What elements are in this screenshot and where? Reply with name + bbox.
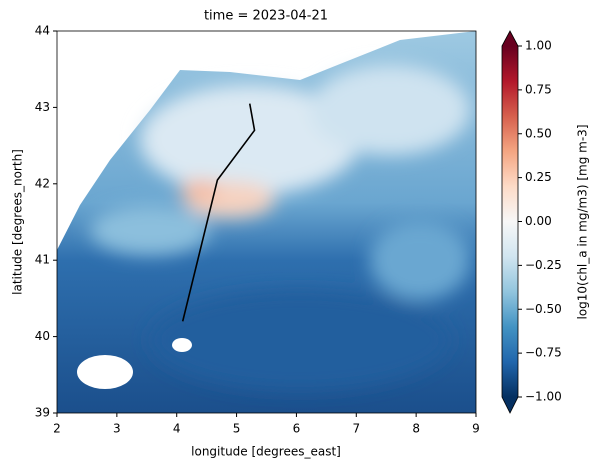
island <box>172 338 192 352</box>
colorbar-tick-label: 0.50 <box>525 126 552 140</box>
y-tick-label: 39 <box>35 406 50 420</box>
x-axis-label: longitude [degrees_east] <box>191 445 341 459</box>
colorbar <box>502 46 518 397</box>
y-tick-label: 41 <box>35 253 50 267</box>
colorbar-tick-label: 1.00 <box>525 39 552 53</box>
colorbar-tick-label: 0.00 <box>525 214 552 228</box>
x-tick-label: 2 <box>53 422 61 436</box>
x-tick-label: 7 <box>352 422 360 436</box>
x-tick-label: 5 <box>233 422 241 436</box>
x-tick-label: 8 <box>412 422 420 436</box>
colorbar-extend <box>502 31 518 46</box>
x-tick-label: 9 <box>472 422 480 436</box>
island <box>77 355 133 389</box>
colorbar-tick-label: −0.25 <box>525 258 562 272</box>
raster-texture <box>90 65 470 390</box>
colorbar-tick-label: 0.25 <box>525 170 552 184</box>
colorbar-tick-label: −0.75 <box>525 346 562 360</box>
plot-frame <box>56 30 477 414</box>
y-tick-label: 40 <box>35 329 50 343</box>
x-tick-label: 4 <box>173 422 181 436</box>
colorbar-tick-label: 0.75 <box>525 82 552 96</box>
y-axis-label: latitude [degrees_north] <box>11 149 25 295</box>
chart-title: time = 2023-04-21 <box>204 9 328 24</box>
raster <box>57 31 476 413</box>
x-tick-label: 3 <box>113 422 121 436</box>
x-tick-label: 6 <box>293 422 301 436</box>
y-tick-label: 44 <box>35 24 50 38</box>
y-tick-label: 43 <box>35 100 50 114</box>
colorbar-extend <box>502 397 518 413</box>
colorbar-label: log10(chl_a in mg/m3) [mg m-3] <box>576 124 590 319</box>
y-tick-label: 42 <box>35 176 50 190</box>
colorbar-tick-label: −0.50 <box>525 302 562 316</box>
colorbar-tick-label: −1.00 <box>525 390 562 404</box>
track-line <box>181 103 256 322</box>
